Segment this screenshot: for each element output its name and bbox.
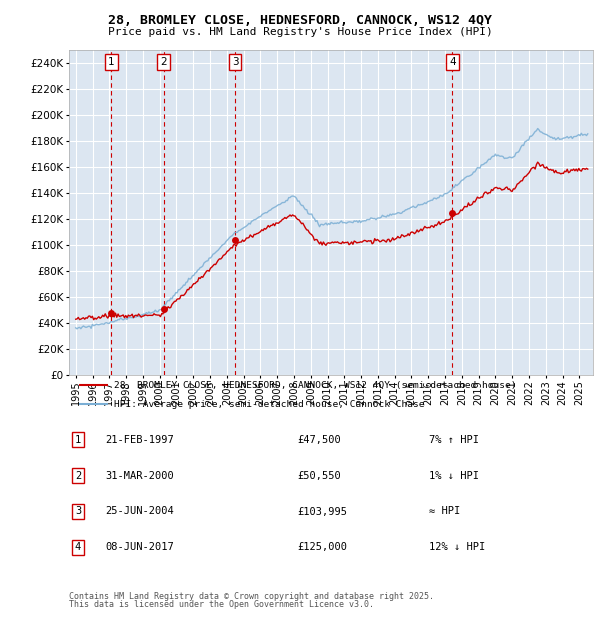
Text: 1: 1: [108, 56, 115, 67]
Text: 12% ↓ HPI: 12% ↓ HPI: [429, 542, 485, 552]
Text: £50,550: £50,550: [297, 471, 341, 480]
Text: 3: 3: [232, 56, 238, 67]
Text: 2: 2: [161, 56, 167, 67]
Text: 4: 4: [449, 56, 456, 67]
Text: 25-JUN-2004: 25-JUN-2004: [105, 507, 174, 516]
Text: £47,500: £47,500: [297, 435, 341, 445]
Text: 31-MAR-2000: 31-MAR-2000: [105, 471, 174, 480]
Text: 7% ↑ HPI: 7% ↑ HPI: [429, 435, 479, 445]
Text: Contains HM Land Registry data © Crown copyright and database right 2025.: Contains HM Land Registry data © Crown c…: [69, 591, 434, 601]
Text: 21-FEB-1997: 21-FEB-1997: [105, 435, 174, 445]
Text: 28, BROMLEY CLOSE, HEDNESFORD, CANNOCK, WS12 4QY: 28, BROMLEY CLOSE, HEDNESFORD, CANNOCK, …: [108, 14, 492, 27]
Text: 1% ↓ HPI: 1% ↓ HPI: [429, 471, 479, 480]
Text: ≈ HPI: ≈ HPI: [429, 507, 460, 516]
Text: HPI: Average price, semi-detached house, Cannock Chase: HPI: Average price, semi-detached house,…: [113, 399, 424, 409]
Text: 3: 3: [75, 507, 81, 516]
Text: £125,000: £125,000: [297, 542, 347, 552]
Text: 1: 1: [75, 435, 81, 445]
Text: This data is licensed under the Open Government Licence v3.0.: This data is licensed under the Open Gov…: [69, 600, 374, 609]
Text: Price paid vs. HM Land Registry's House Price Index (HPI): Price paid vs. HM Land Registry's House …: [107, 27, 493, 37]
Text: 28, BROMLEY CLOSE, HEDNESFORD, CANNOCK, WS12 4QY (semi-detached house): 28, BROMLEY CLOSE, HEDNESFORD, CANNOCK, …: [113, 381, 516, 389]
Text: £103,995: £103,995: [297, 507, 347, 516]
Text: 08-JUN-2017: 08-JUN-2017: [105, 542, 174, 552]
Text: 4: 4: [75, 542, 81, 552]
Text: 2: 2: [75, 471, 81, 480]
